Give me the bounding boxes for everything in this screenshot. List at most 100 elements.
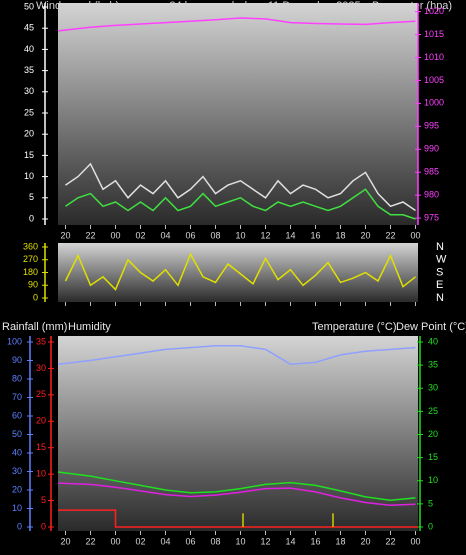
y2-tick-label: 1015: [424, 29, 444, 39]
x-tick-label: 14: [285, 230, 295, 240]
y3-tick-label: 100: [7, 336, 22, 346]
x-tick-label: 02: [135, 230, 145, 240]
series-line: [57, 482, 416, 507]
y-tick-label: 50: [24, 1, 34, 11]
x-tick-label: 12: [260, 230, 270, 240]
x-tick-label: 00: [410, 536, 420, 546]
y2-tick-label: 995: [424, 121, 439, 131]
series-line: [64, 252, 416, 291]
x-tick-label: 20: [60, 230, 70, 240]
y3-tick-label: 20: [12, 484, 22, 494]
x-tick-label: 12: [260, 536, 270, 546]
y2-tick-label: 990: [424, 144, 439, 154]
y-tick-label: 0: [29, 213, 34, 223]
x-tick-label: 20: [360, 230, 370, 240]
series-line: [65, 162, 416, 212]
y3-tick-label: 10: [12, 503, 22, 513]
x-tick-label: 06: [185, 230, 195, 240]
x-tick-label: 04: [160, 230, 170, 240]
y-tick-label: 90: [28, 280, 38, 290]
y-tick-label: 5: [41, 495, 46, 505]
series-line: [57, 344, 416, 365]
x-tick-label: 22: [385, 536, 395, 546]
y2-tick-label: 1000: [424, 98, 444, 108]
x-tick-label: 14: [285, 536, 295, 546]
y2-tick-label: 5: [428, 498, 433, 508]
y3-tick-label: 0: [17, 521, 22, 531]
plot-area: [58, 336, 418, 531]
x-tick-label: 00: [410, 230, 420, 240]
plot-area: [58, 3, 418, 225]
y-tick-label: 10: [36, 469, 46, 479]
y-tick-label: 10: [24, 171, 34, 181]
y-tick-label: 360: [23, 241, 38, 251]
y2-tick-label: 40: [428, 336, 438, 346]
x-tick-label: 18: [335, 230, 345, 240]
y2-tick-label: E: [436, 279, 443, 291]
y2-tick-label: 35: [428, 360, 438, 370]
y-tick-label: 270: [23, 254, 38, 264]
y3-tick-label: 40: [12, 447, 22, 457]
x-tick-label: 00: [110, 536, 120, 546]
y-tick-label: 180: [23, 267, 38, 277]
x-tick-label: 08: [210, 230, 220, 240]
y2-tick-label: 1010: [424, 52, 444, 62]
y3-tick-label: 50: [12, 429, 22, 439]
y-tick-label: 35: [24, 65, 34, 75]
x-tick-label: 10: [235, 536, 245, 546]
y2-tick-label: N: [436, 292, 444, 304]
y2-tick-label: 1005: [424, 75, 444, 85]
y-tick-label: 40: [24, 44, 34, 54]
x-tick-label: 18: [335, 536, 345, 546]
y-tick-label: 20: [36, 416, 46, 426]
y2-tick-label: 0: [428, 521, 433, 531]
y2-tick-label: 10: [428, 475, 438, 485]
y2-tick-label: W: [436, 254, 447, 266]
y-tick-label: 0: [33, 292, 38, 302]
y-tick-label: 35: [36, 336, 46, 346]
y2-tick-label: 20: [428, 429, 438, 439]
y2-tick-label: 985: [424, 167, 439, 177]
x-tick-label: 20: [360, 536, 370, 546]
series-line: [65, 188, 416, 220]
y-tick-label: 25: [36, 389, 46, 399]
y-tick-label: 30: [24, 86, 34, 96]
x-tick-label: 16: [310, 230, 320, 240]
x-tick-label: 16: [310, 536, 320, 546]
series-line: [57, 471, 416, 501]
y-tick-label: 0: [41, 521, 46, 531]
y-tick-label: 15: [36, 442, 46, 452]
y-tick-label: 15: [24, 150, 34, 160]
y3-tick-label: 70: [12, 392, 22, 402]
x-tick-label: 00: [110, 230, 120, 240]
x-tick-label: 04: [160, 536, 170, 546]
y-tick-label: 30: [36, 363, 46, 373]
y-tick-label: 5: [29, 192, 34, 202]
x-tick-label: 02: [135, 536, 145, 546]
y2-tick-label: 25: [428, 406, 438, 416]
series-label: Dew Point (°C): [396, 321, 466, 333]
y2-tick-label: 1020: [424, 6, 444, 16]
x-tick-label: 10: [235, 230, 245, 240]
y2-tick-label: 30: [428, 383, 438, 393]
y-tick-label: 25: [24, 107, 34, 117]
y3-tick-label: 30: [12, 466, 22, 476]
x-tick-label: 22: [85, 230, 95, 240]
y3-tick-label: 90: [12, 355, 22, 365]
y2-tick-label: N: [436, 241, 444, 253]
x-tick-label: 22: [385, 230, 395, 240]
series-line: [57, 17, 416, 32]
y-tick-label: 45: [24, 23, 34, 33]
series-label: Rainfall (mm): [2, 321, 67, 333]
y2-tick-label: 980: [424, 190, 439, 200]
y-tick-label: 20: [24, 129, 34, 139]
series-line: [58, 509, 418, 528]
x-tick-label: 08: [210, 536, 220, 546]
y2-tick-label: 15: [428, 452, 438, 462]
series-label: Humidity: [68, 321, 111, 333]
y2-tick-label: S: [436, 266, 443, 278]
x-tick-label: 06: [185, 536, 195, 546]
y3-tick-label: 80: [12, 373, 22, 383]
y3-tick-label: 60: [12, 410, 22, 420]
